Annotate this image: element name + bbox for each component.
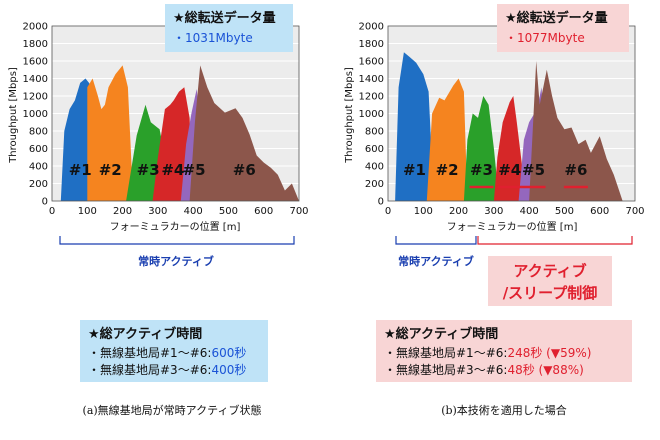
panel-a-active-line-2: ・無線基地局#3～#6:400秒 [88, 362, 246, 377]
panel-a-series-label-station-4: #4 [161, 161, 184, 179]
panel-b-active-line-1: ・無線基地局#1～#6:248秒 (▼59%) [384, 345, 591, 360]
panel-b-y-tick-label: 1200 [359, 92, 384, 103]
panel-b-y-tick-label: 800 [365, 127, 384, 138]
panel-a-active-box [80, 320, 268, 382]
panel-a-x-tick-label: 100 [78, 206, 97, 217]
panel-a-area-station-2 [87, 65, 134, 202]
panel-b-total-title: ★総転送データ量 [505, 10, 608, 26]
panel-b-y-axis-label: Throughput [Mbps] [344, 67, 355, 164]
panel-b-y-tick-label: 0 [378, 197, 384, 208]
panel-a-total-title: ★総転送データ量 [173, 10, 276, 26]
panel-a-x-axis-label: フォーミュラカーの位置 [m] [110, 220, 241, 233]
panel-b-active-line-2: ・無線基地局#3～#6:48秒 (▼88%) [384, 362, 584, 377]
panel-a-x-tick-label: 300 [148, 206, 167, 217]
panel-b-active-line-1-value: 248秒 (▼59%) [507, 346, 591, 360]
panel-b-series-label-station-4: #4 [498, 161, 521, 179]
panel-a-series-label-station-2: #2 [99, 161, 122, 179]
panel-b-series-label-station-1: #1 [403, 161, 426, 179]
panel-b-x-tick-label: 600 [590, 206, 609, 217]
panel-b-series-label-station-3: #3 [470, 161, 493, 179]
panel-a-y-tick-label: 2000 [23, 22, 48, 33]
panel-b-control-label-1: アクティブ [513, 262, 586, 280]
panel-b-active-title: ★総アクティブ時間 [384, 326, 498, 342]
panel-a-x-tick-label: 400 [184, 206, 203, 217]
panel-a-y-axis-label: Throughput [Mbps] [8, 67, 19, 164]
panel-a-total-box [165, 4, 293, 52]
panel-b-area-station-2 [426, 78, 468, 201]
panel-b-area-station-3 [463, 96, 500, 201]
panel-b-area-station-6 [529, 61, 623, 201]
panel-b-active-box [376, 320, 632, 382]
panel-b-control-bracket [477, 236, 633, 245]
panel-b-x-tick-label: 400 [520, 206, 539, 217]
panel-a-total-value: ・1031Mbyte [173, 31, 253, 45]
panel-b-x-axis-label: フォーミュラカーの位置 [m] [447, 220, 578, 233]
panel-b-x-tick-label: 300 [484, 206, 503, 217]
panel-a-series-label-station-6: #6 [233, 161, 256, 179]
panel-a-active-line-1-value: 600秒 [211, 346, 246, 360]
panel-b-total-value: ・1077Mbyte [505, 31, 585, 45]
panel-a-y-tick-label: 400 [29, 162, 48, 173]
panel-a-x-tick-label: 500 [219, 206, 238, 217]
panel-a-area-station-6 [189, 65, 299, 202]
panel-a-series-label-station-3: #3 [137, 161, 160, 179]
panel-b-control-label-2: /スリープ制御 [503, 284, 598, 302]
panel-a-x-tick-label: 700 [289, 206, 308, 217]
panel-b-x-tick-label: 200 [449, 206, 468, 217]
panel-b-plot: 0 200 400 600 800 1000 1200 1400 1600 1800 2000 0 10… [359, 22, 645, 218]
panel-a-x-tick-label: 600 [254, 206, 273, 217]
panel-a: Throughput [Mbps] 0200400600800100012001… [8, 4, 309, 417]
panel-a-y-tick-label: 0 [42, 197, 48, 208]
panel-a-active-line-1-prefix: ・無線基地局#1～#6: [88, 345, 211, 360]
panel-a-y-tick-label: 600 [29, 144, 48, 155]
panel-b-y-tick-label: 2000 [359, 22, 384, 33]
panel-b-y-tick-label: 1800 [359, 39, 384, 50]
panel-a-span-label: 常時アクティブ [138, 254, 214, 268]
panel-b-x-tick-label: 700 [625, 206, 644, 217]
panel-a-y-tick-label: 1600 [23, 57, 48, 68]
panel-a-y-tick-label: 200 [29, 179, 48, 190]
panel-b-active-line-2-prefix: ・無線基地局#3～#6: [384, 362, 507, 377]
panel-b-y-tick-label: 1000 [359, 109, 384, 120]
panel-b-area-station-4 [493, 96, 526, 201]
panel-b-y-tick-label: 1600 [359, 57, 384, 68]
panel-b-y-tick-label: 600 [365, 144, 384, 155]
panel-a-active-line-2-prefix: ・無線基地局#3～#6: [88, 362, 211, 377]
panel-a-y-tick-label: 1800 [23, 39, 48, 50]
panel-a-series-label-station-5: #5 [183, 161, 206, 179]
panel-b-y-tick-label: 400 [365, 162, 384, 173]
panel-b-caption: (b)本技術を適用した場合 [441, 403, 567, 417]
panel-a-x-tick-label: 200 [113, 206, 132, 217]
panel-b-x-tick-label: 500 [555, 206, 574, 217]
panel-b-series-label-station-6: #6 [564, 161, 587, 179]
panel-b-total-box [497, 4, 629, 52]
panel-a-active-line-1: ・無線基地局#1～#6:600秒 [88, 345, 246, 360]
panel-a-y-tick-label: 1000 [23, 109, 48, 120]
panel-a-y-tick-label: 1400 [23, 74, 48, 85]
panel-b-y-tick-label: 200 [365, 179, 384, 190]
panel-b-control-box [488, 256, 612, 306]
panel-b-span-label: 常時アクティブ [398, 254, 474, 268]
panel-a-y-tick-label: 800 [29, 127, 48, 138]
panel-a-area-station-4 [152, 87, 194, 201]
panel-a-active-line-2-value: 400秒 [211, 363, 246, 377]
panel-b-y-tick-label: 1400 [359, 74, 384, 85]
panel-b-x-tick-label: 0 [385, 206, 391, 217]
panel-a-caption: (a)無線基地局が常時アクティブ状態 [83, 403, 262, 417]
panel-b-active-line-1-prefix: ・無線基地局#1～#6: [384, 345, 507, 360]
panel-b-x-tick-label: 100 [414, 206, 433, 217]
panel-b-area-station-1 [395, 52, 434, 201]
panel-b-series-label-station-5: #5 [522, 161, 545, 179]
panel-b-active-line-2-value: 48秒 (▼88%) [507, 363, 583, 377]
panel-a-series-label-station-1: #1 [69, 161, 92, 179]
panel-a-span-bracket [59, 236, 295, 245]
panel-a-plot: 0 200 400 600 800 1000 1200 1400 1600 1800 2000 0 10… [23, 22, 309, 218]
panel-b-series-label-station-2: #2 [436, 161, 459, 179]
panel-a-active-title: ★総アクティブ時間 [88, 326, 202, 342]
panel-b: Throughput [Mbps] 0200400600800100012001… [344, 4, 645, 417]
panel-b-always-bracket [395, 236, 477, 245]
panel-a-x-tick-label: 0 [49, 206, 55, 217]
panel-a-y-tick-label: 1200 [23, 92, 48, 103]
